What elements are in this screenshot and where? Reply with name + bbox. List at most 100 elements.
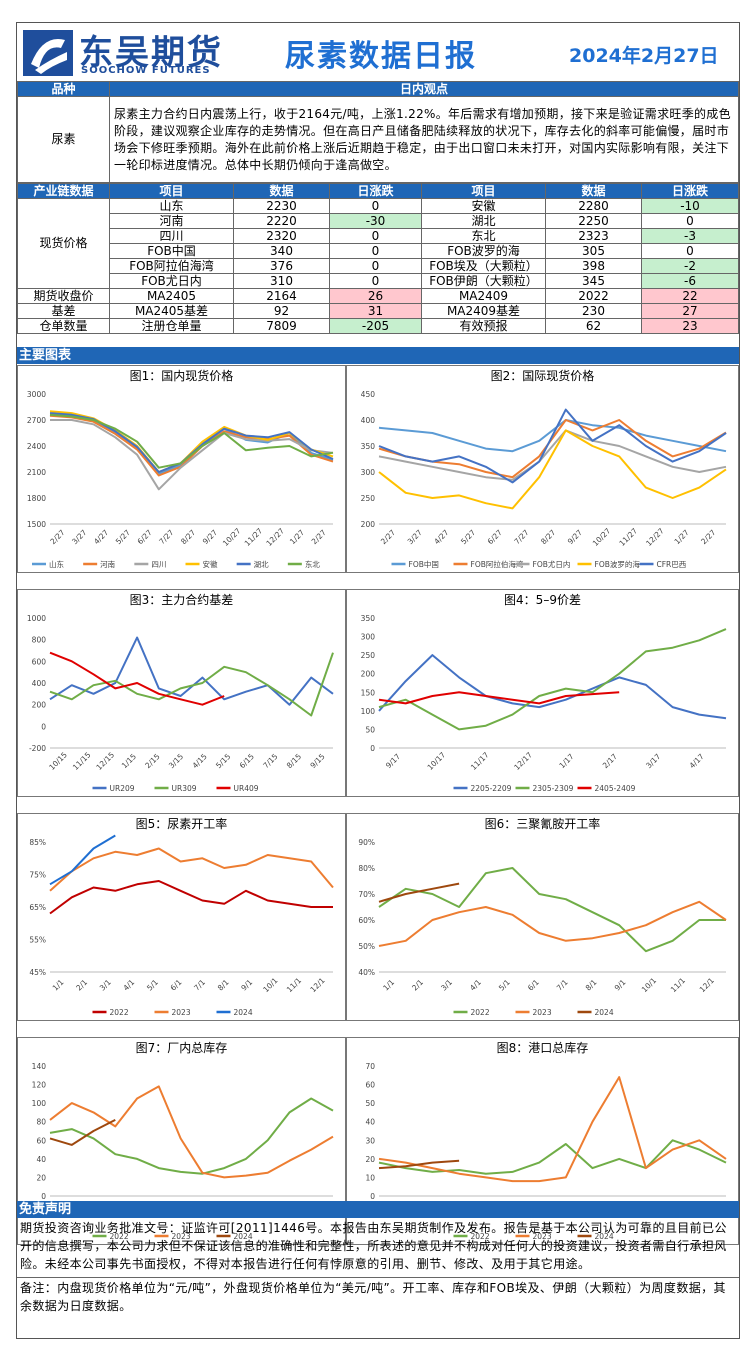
x-tick-label: 11/27 <box>617 526 639 548</box>
change-cell: 0 <box>329 198 422 214</box>
change-cell: 26 <box>329 288 422 304</box>
chain-header-3: 日涨跌 <box>329 183 422 199</box>
change-cell: -3 <box>641 228 739 244</box>
chart-panel-1: 图1：国内现货价格 3000 2700 2400 2100 1800 1500 2/27 3/2… <box>17 365 346 573</box>
x-tick-label: 8/27 <box>179 528 197 546</box>
y-tick-label: 150 <box>361 688 376 697</box>
legend-label: 四川 <box>151 560 166 569</box>
y-tick-label: 100 <box>32 1099 47 1108</box>
y-tick-label: 450 <box>361 390 376 399</box>
x-tick-label: 5/27 <box>459 528 477 546</box>
series-line-2023 <box>378 900 727 947</box>
x-tick-label: 3/27 <box>70 528 88 546</box>
row-label: 仓单数量 <box>17 318 110 334</box>
y-tick-label: 70 <box>365 1062 375 1071</box>
x-tick-label: 3/1 <box>98 977 113 992</box>
x-tick-label: 4/27 <box>92 528 110 546</box>
item-cell: MA2409基差 <box>421 303 546 319</box>
x-tick-label: 7/27 <box>157 528 175 546</box>
y-tick-label: 20 <box>36 1173 46 1182</box>
table-row: FOB中国 340 0 FOB波罗的海 305 0 <box>18 243 739 259</box>
change-cell: 23 <box>641 318 739 334</box>
legend-label: 2022 <box>110 1232 129 1241</box>
value-cell: 398 <box>545 258 642 274</box>
x-tick-label: 12/1 <box>308 976 326 994</box>
x-tick-label: 3/27 <box>406 528 424 546</box>
view-text: 尿素主力合约日内震荡上行，收于2164元/吨，上涨1.22%。年后需求有增加预期… <box>109 96 739 183</box>
item-cell: 安徽 <box>421 198 546 214</box>
y-tick-label: 200 <box>32 701 47 710</box>
y-tick-label: 0 <box>41 722 46 731</box>
series-line-2023 <box>49 1085 334 1179</box>
x-tick-label: 10/1 <box>640 976 658 994</box>
chart-title: 图2：国际现货价格 <box>490 369 595 383</box>
legend-label: 东北 <box>305 559 320 569</box>
chart-title: 图7：厂内总库存 <box>135 1041 228 1055</box>
soochow-logo-icon <box>23 30 73 76</box>
x-tick-label: 2/15 <box>143 752 161 770</box>
x-tick-label: 1/1 <box>51 977 66 992</box>
x-tick-label: 1/27 <box>288 528 306 546</box>
legend-label: 2024 <box>595 1008 614 1017</box>
legend-label: FOB尤日内 <box>533 559 571 569</box>
value-cell: 2220 <box>233 213 330 229</box>
legend-label: CFR巴西 <box>657 560 687 569</box>
value-cell: 2022 <box>545 288 642 304</box>
legend-label: 湖北 <box>254 560 269 569</box>
x-tick-label: 2/1 <box>74 977 89 992</box>
x-tick-label: 9/1 <box>239 977 254 992</box>
item-cell: 有效预报 <box>421 318 546 334</box>
y-tick-label: 0 <box>370 744 375 753</box>
series-line-四川 <box>50 419 334 491</box>
value-cell: 7809 <box>233 318 330 334</box>
view-product: 尿素 <box>17 96 110 183</box>
y-tick-label: 400 <box>32 679 47 688</box>
chain-header-1: 项目 <box>109 183 234 199</box>
spot-group-label: 现货价格 <box>17 198 110 289</box>
change-cell: -10 <box>641 198 739 214</box>
series-line-UR209 <box>49 636 334 706</box>
x-tick-label: 12/15 <box>94 750 116 772</box>
table-row: 期货收盘价 MA2405 2164 26 MA2409 2022 22 <box>17 288 739 304</box>
chain-header-4: 项目 <box>421 183 546 199</box>
x-tick-label: 3/17 <box>644 752 662 770</box>
item-cell: FOB伊朗（大颗粒） <box>421 273 546 289</box>
y-tick-label: 100 <box>361 707 376 716</box>
legend-label: FOB波罗的海 <box>595 559 641 569</box>
series-line-2024 <box>49 834 116 886</box>
series-line-2022 <box>49 880 333 915</box>
series-line-2305-2309 <box>378 628 727 731</box>
x-tick-label: 8/1 <box>216 977 231 992</box>
remark-text: 备注：内盘现货价格单位为“元/吨”，外盘现货价格单位为“美元/吨”。开工率、库存… <box>20 1281 726 1313</box>
series-line-FOB波罗的海 <box>378 429 727 510</box>
legend-label: 安徽 <box>203 559 218 569</box>
charts-band: 主要图表 <box>17 347 739 364</box>
y-tick-label: 120 <box>32 1081 47 1090</box>
x-tick-label: 9/15 <box>308 752 326 770</box>
table-row: FOB尤日内 310 0 FOB伊朗（大颗粒） 345 -6 <box>18 273 739 289</box>
chart-4: 350 300 250 200 150 100 50 0 9/17 10/17 11/17 12/17… <box>361 614 727 793</box>
item-cell: 东北 <box>421 228 546 244</box>
series-line-2022 <box>378 1139 727 1175</box>
x-tick-label: 1/17 <box>557 752 575 770</box>
item-cell: MA2405 <box>109 288 234 304</box>
legend-label: 2024 <box>234 1232 253 1241</box>
y-tick-label: 0 <box>41 1192 46 1201</box>
item-cell: FOB中国 <box>109 243 234 259</box>
change-cell: -205 <box>329 318 422 334</box>
chart-panel-6: 图6：三聚氰胺开工率 90% 80% 70% 60% 50% 40% 1/1 2/1 3/1 4/1… <box>346 813 739 1021</box>
x-tick-label: 10/1 <box>261 976 279 994</box>
x-tick-label: 12/1 <box>698 976 716 994</box>
legend-label: 2024 <box>595 1232 614 1241</box>
y-tick-label: 2100 <box>27 468 46 477</box>
y-tick-label: 30 <box>365 1136 375 1145</box>
chart-title: 图3：主力合约基差 <box>129 593 234 607</box>
table-row: 现货价格 山东 2230 0 安徽 2280 -10 <box>17 198 739 289</box>
disclaimer-band: 免责声明 <box>17 1201 739 1218</box>
item-cell: FOB阿拉伯海湾 <box>109 258 234 274</box>
change-cell: 0 <box>329 243 422 259</box>
x-tick-label: 12/27 <box>264 526 286 548</box>
x-tick-label: 5/1 <box>497 977 512 992</box>
x-tick-label: 11/27 <box>243 526 265 548</box>
